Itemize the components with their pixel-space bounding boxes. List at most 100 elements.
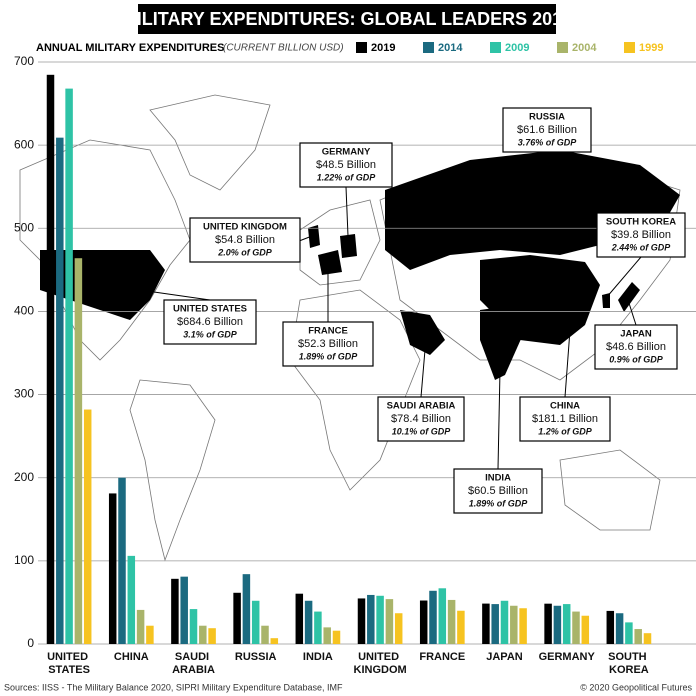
legend-label: 2009 bbox=[505, 42, 529, 54]
callout-box bbox=[163, 299, 257, 345]
japan-shape bbox=[618, 282, 640, 312]
callout-country: INDIA bbox=[485, 473, 511, 484]
australia bbox=[559, 449, 661, 531]
callout-gdp: 1.2% of GDP bbox=[538, 426, 593, 436]
leader-line bbox=[497, 369, 501, 470]
leader-line bbox=[546, 151, 561, 171]
bar bbox=[500, 600, 509, 644]
x-tick-line: UNITED bbox=[47, 651, 91, 663]
leader-line bbox=[345, 186, 349, 237]
legend-swatch bbox=[490, 42, 501, 53]
india-shape bbox=[480, 305, 525, 380]
callout-amount: $39.8 Billion bbox=[611, 229, 671, 241]
callout-country: UNITED KINGDOM bbox=[203, 222, 287, 233]
bar bbox=[242, 574, 251, 644]
legend-label: 2014 bbox=[438, 42, 463, 54]
leader-line bbox=[627, 299, 637, 326]
bar bbox=[572, 611, 580, 644]
x-tick-label: UNITED KINGDOM bbox=[354, 651, 407, 676]
callout-country: JAPAN bbox=[620, 329, 652, 340]
callout-gdp: 1.89% of GDP bbox=[299, 351, 359, 361]
bar bbox=[553, 605, 562, 644]
credit: © 2020 Geopolitical Futures bbox=[580, 682, 692, 692]
bar bbox=[127, 555, 136, 644]
bar bbox=[83, 409, 92, 644]
bar bbox=[65, 88, 73, 644]
x-tick-label: CHINA bbox=[114, 651, 149, 663]
bar bbox=[544, 603, 552, 644]
callout-country: FRANCE bbox=[308, 326, 348, 337]
callout-gdp: 2.0% of GDP bbox=[217, 247, 273, 257]
bar bbox=[385, 599, 394, 644]
bar bbox=[447, 599, 456, 644]
callout-amount: $61.6 Billion bbox=[517, 124, 577, 136]
bar bbox=[581, 615, 590, 644]
legend-swatch bbox=[624, 42, 635, 53]
legend-swatch bbox=[423, 42, 434, 53]
germany-shape bbox=[340, 234, 357, 258]
bar bbox=[510, 605, 518, 644]
x-tick-label: SAUDI ARABIA bbox=[172, 651, 215, 676]
callout-country: CHINA bbox=[550, 401, 580, 412]
callout-amount: $60.5 Billion bbox=[468, 485, 528, 497]
y-tick-label: 400 bbox=[14, 304, 34, 318]
bar bbox=[357, 598, 366, 644]
x-tick-line: SOUTH bbox=[608, 651, 650, 663]
leader-line bbox=[605, 256, 642, 299]
bar bbox=[74, 258, 83, 644]
bar bbox=[482, 603, 490, 644]
callout-box bbox=[377, 396, 465, 442]
bar bbox=[457, 610, 465, 644]
callout-amount: $52.3 Billion bbox=[298, 338, 358, 350]
y-axis-label: ANNUAL MILITARY EXPENDITURES bbox=[36, 42, 224, 54]
x-tick-label: UNITED STATES bbox=[47, 651, 91, 676]
callout-country: SAUDI ARABIA bbox=[387, 401, 456, 412]
callout-box bbox=[189, 217, 301, 263]
bar bbox=[606, 610, 615, 644]
y-tick-label: 200 bbox=[14, 470, 34, 484]
x-tick-line: KINGDOM bbox=[354, 664, 407, 676]
saudi-shape bbox=[400, 310, 445, 355]
bar bbox=[189, 609, 198, 644]
y-axis-unit: (CURRENT BILLION USD) bbox=[223, 43, 344, 54]
bar bbox=[136, 609, 145, 644]
legend-swatch bbox=[356, 42, 367, 53]
bar bbox=[394, 613, 403, 644]
bar bbox=[625, 622, 633, 644]
callout-amount: $684.6 Billion bbox=[177, 316, 243, 328]
callout-country: GERMANY bbox=[322, 147, 371, 158]
bar bbox=[56, 137, 64, 644]
bar bbox=[46, 74, 55, 644]
callout-box bbox=[299, 142, 393, 188]
callout-box bbox=[502, 107, 592, 153]
africa bbox=[289, 289, 421, 491]
y-tick-label: 600 bbox=[14, 137, 34, 151]
bar bbox=[419, 600, 428, 644]
chart-title: MILITARY EXPENDITURES: GLOBAL LEADERS 20… bbox=[122, 9, 572, 29]
bar bbox=[304, 600, 313, 644]
legend-label: 2004 bbox=[572, 42, 597, 54]
leader-line bbox=[564, 329, 571, 398]
south-america bbox=[129, 379, 216, 562]
y-tick-label: 700 bbox=[14, 54, 34, 68]
bar bbox=[146, 625, 154, 644]
bar bbox=[295, 593, 304, 644]
legend-swatch bbox=[557, 42, 568, 53]
bar bbox=[199, 625, 207, 644]
callout-gdp: 1.89% of GDP bbox=[469, 498, 529, 508]
callout-amount: $48.6 Billion bbox=[606, 341, 666, 353]
bar bbox=[314, 611, 322, 644]
bar bbox=[270, 638, 279, 644]
x-tick-label: SOUTH KOREA bbox=[608, 651, 650, 676]
x-tick-line: SAUDI bbox=[175, 651, 212, 663]
bar bbox=[118, 477, 126, 644]
y-tick-label: 0 bbox=[27, 636, 34, 650]
bar bbox=[261, 625, 269, 644]
callout-country: RUSSIA bbox=[529, 112, 565, 123]
x-tick-label: FRANCE bbox=[419, 651, 465, 663]
callout-amount: $78.4 Billion bbox=[391, 413, 451, 425]
callout-gdp: 10.1% of GDP bbox=[392, 426, 452, 436]
leader-line bbox=[420, 349, 426, 398]
callout-gdp: 2.44% of GDP bbox=[611, 242, 672, 252]
callout-box bbox=[282, 321, 374, 367]
